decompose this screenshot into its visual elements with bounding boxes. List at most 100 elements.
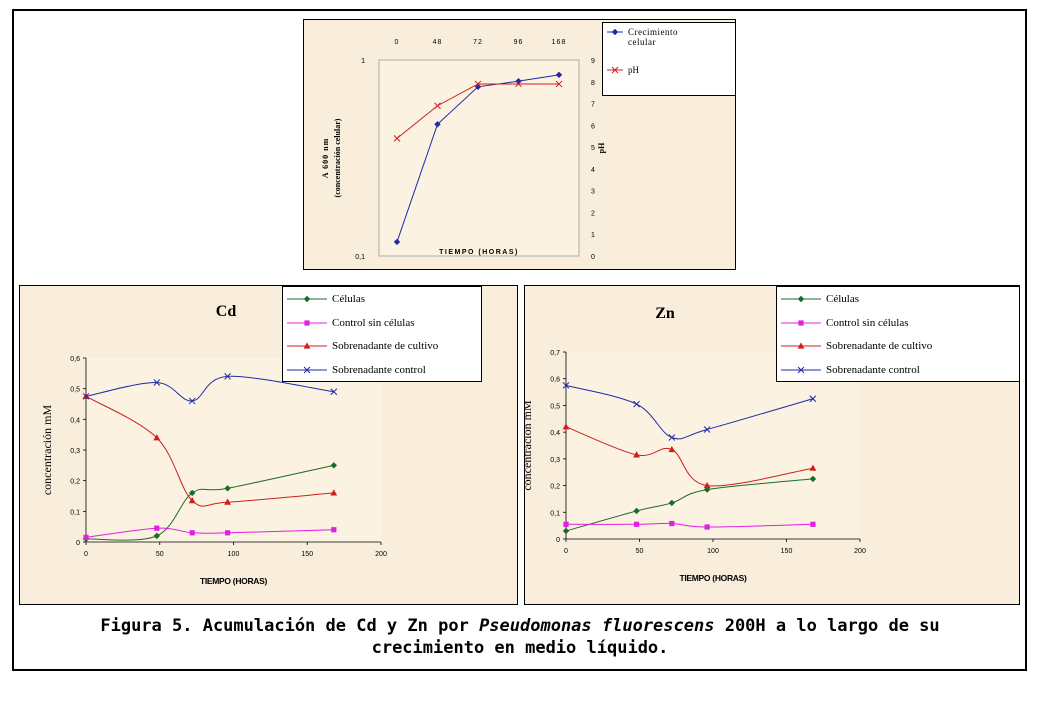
data-point [331,527,337,533]
legend-label: Control sin células [332,316,415,329]
x-tick-label: 200 [375,551,387,558]
y-axis-title: A 600 nm [321,138,330,178]
legend-swatch [607,66,623,74]
legend-swatch-marker [303,295,311,303]
data-point-b [330,388,338,396]
figure-caption: Figura 5. Acumulación de Cd y Zn por Pse… [40,615,1000,659]
x-axis-title: TIEMPO (HORAS) [679,573,747,583]
legend-entry: Sobrenadante de cultivo [283,339,438,353]
y2-tick-label: 4 [591,167,595,174]
caption-species: Pseudomonas fluorescens [479,616,715,636]
legend-label: Células [332,293,365,305]
legend-swatch [287,366,327,373]
data-point [562,382,570,389]
growth-ph-chart-svg: 0 48 72 96 168 1 0,1 0 1 2 3 4 5 6 7 8 9 A 600 nm (concent… [321,39,606,261]
x-axis-title: TIEMPO (HORAS) [200,576,268,586]
data-point [562,527,570,535]
y-tick-label: 0 [76,540,80,547]
x-tick-label: 150 [301,551,313,558]
legend-swatch [781,319,821,326]
data-point [633,400,640,408]
legend-entry: Células [777,292,859,306]
caption-text-1: Figura 5. Acumulación de Cd y Zn por [100,616,480,636]
y2-tick-label: 8 [591,80,595,87]
data-point [330,489,338,496]
y-tick-label: 1 [361,58,365,65]
legend-swatch [287,319,327,326]
y-tick-label: 0,6 [550,377,560,384]
data-point [809,395,817,403]
data-point-b [809,395,817,403]
zn-legend: Células Control sin células Sobrenadante d… [776,286,1019,382]
legend-swatch-marker [798,319,804,326]
data-point-b [434,102,441,110]
x-tick-label: 150 [781,548,793,555]
legend-swatch-marker [611,66,619,74]
chart-title: Zn [655,305,675,322]
y2-tick-label: 6 [591,123,595,130]
data-point [668,499,676,507]
y-tick-label: 0,3 [70,448,80,455]
y-tick-label: 0,3 [550,457,560,464]
y-tick-label: 0,1 [550,510,560,517]
data-point [393,135,401,142]
data-point-b [474,80,482,88]
data-point [474,83,482,90]
legend-label: Crecimiento celular [628,27,678,47]
data-point [153,532,160,540]
data-point [434,102,441,110]
data-point [330,388,338,396]
y-tick-label: 0,6 [70,356,80,363]
data-point [633,521,640,527]
legend-swatch-marker-b [797,366,805,373]
data-point-b [188,397,196,405]
y-tick-label: 0,4 [70,417,80,424]
x-tick-label: 100 [228,551,240,558]
y2-tick-label: 2 [591,210,595,217]
x-tick-label: 0 [395,39,400,46]
x-tick-label: 0 [84,551,88,558]
data-point [515,80,522,88]
growth-ph-chart: 0 48 72 96 168 1 0,1 0 1 2 3 4 5 6 7 8 9 A 600 nm (concent… [303,19,736,270]
data-point-b [393,135,401,142]
y-tick-label: 0,1 [355,254,365,261]
y-tick-label: 0,1 [70,509,80,516]
cd-chart-svg: 0 0,1 0,2 0,3 0,4 0,5 0,6 0 50 100 150 200 Cd TIEMPO … [40,303,387,586]
legend-entry: Sobrenadante de cultivo [777,339,932,353]
x-tick-label: 72 [473,39,483,46]
data-point [704,524,710,530]
legend-label: Sobrenadante de cultivo [332,340,439,352]
caption-text-2: 200H a lo largo de su [714,616,940,636]
legend-swatch [781,295,821,303]
data-point [810,521,816,527]
zn-chart-svg: 0 0,1 0,2 0,3 0,4 0,5 0,6 0,7 0 50 100 150 200 Zn TIEM… [525,305,866,583]
data-point [474,80,482,88]
chart-title: Cd [216,303,237,320]
legend-label: Sobrenadante de cultivo [826,340,933,352]
data-point [393,238,401,246]
growth-legend: Crecimiento celular pH [602,22,735,96]
legend-label: Células [826,293,859,305]
legend-swatch-marker [611,28,619,36]
legend-swatch [287,342,327,349]
data-point [188,397,196,405]
legend-swatch [781,366,821,373]
zn-chart: 0 0,1 0,2 0,3 0,4 0,5 0,6 0,7 0 50 100 150 200 Zn TIEM… [524,285,1020,605]
legend-label: pH [628,65,639,75]
x-tick-label: 48 [433,39,443,46]
data-point [703,481,711,489]
x-tick-label: 50 [636,548,644,555]
legend-label: Control sin células [826,316,909,329]
x-tick-label: 96 [514,39,524,46]
y2-tick-label: 9 [591,58,595,65]
legend-label: Sobrenadante control [826,363,920,376]
legend-swatch-marker [797,342,805,349]
data-point [330,462,337,469]
data-point [668,434,676,441]
data-point-b [633,400,640,408]
y-tick-label: 0,5 [550,403,560,410]
data-point [562,423,570,430]
x-tick-label: 50 [156,551,164,558]
plot-area [378,59,580,257]
x-tick-label: 0 [564,548,568,555]
